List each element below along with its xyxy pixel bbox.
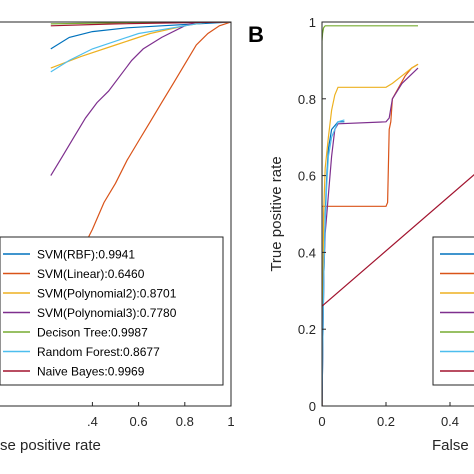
panel-b-x-ticks: 0 0.2 0.4 bbox=[318, 402, 459, 429]
panel-b-y-tick-label: 1 bbox=[309, 15, 316, 30]
panel-a-legend-label: SVM(Linear):0.6460 bbox=[37, 267, 145, 281]
panel-b-y-tick-label: 0.6 bbox=[298, 169, 316, 184]
panel-a-legend-label: Random Forest:0.8677 bbox=[37, 345, 160, 359]
panel-a-series-line-2 bbox=[50, 22, 231, 69]
panel-b-x-tick-label: 0.4 bbox=[441, 414, 459, 429]
panel-a-legend-box bbox=[0, 236, 224, 386]
panel-b-y-axis-label: True positive rate bbox=[268, 156, 285, 271]
panel-b-y-ticks: 0 0.2 0.4 0.6 0.8 1 bbox=[298, 15, 326, 414]
panel-a-legend-label: Decison Tree:0.9987 bbox=[37, 326, 148, 340]
panel-b-legend bbox=[432, 236, 474, 386]
panel-a-legend-label: SVM(RBF):0.9941 bbox=[37, 248, 135, 262]
panel-a-legend-label: SVM(Polynomial3):0.7780 bbox=[37, 306, 177, 320]
panel-a-series-line-6 bbox=[50, 22, 231, 27]
panel-b-series-lines bbox=[322, 25, 474, 406]
panel-b-x-axis-label: False bbox=[432, 437, 469, 454]
panel-b-x-tick-label: 0 bbox=[318, 414, 325, 429]
panel-a-legend-entries: SVM(RBF):0.9941 SVM(Linear):0.6460 SVM(Pol… bbox=[3, 248, 177, 379]
panel-a-x-tick-label: 1 bbox=[227, 414, 234, 429]
panel-a-axes-frame bbox=[0, 21, 232, 407]
panel-b-y-tick-label: 0 bbox=[309, 399, 316, 414]
panel-b-series-line-5 bbox=[322, 119, 345, 406]
panel-a-series-line-5 bbox=[50, 22, 231, 73]
panel-b-letter: B bbox=[248, 22, 264, 47]
panel-b-y-tick-label: 0.2 bbox=[298, 322, 316, 337]
panel-b-axes-frame bbox=[321, 21, 474, 407]
panel-a-x-tick-label: .4 bbox=[87, 414, 98, 429]
panel-b-series-line-1 bbox=[322, 63, 419, 406]
panel-a-legend: SVM(RBF):0.9941 SVM(Linear):0.6460 SVM(Pol… bbox=[0, 236, 224, 386]
panel-b-legend-box bbox=[432, 236, 474, 386]
panel-a-series-line-0 bbox=[50, 22, 231, 50]
panel-a-legend-label: SVM(Polynomial2):0.8701 bbox=[37, 287, 177, 301]
panel-a-x-ticks: .4 0.6 0.8 1 bbox=[87, 402, 235, 429]
panel-a-x-tick-label: 0.6 bbox=[130, 414, 148, 429]
panel-b-legend-entries bbox=[440, 253, 474, 372]
panel-b-x-tick-label: 0.2 bbox=[377, 414, 395, 429]
panel-a: .4 0.6 0.8 1 se positive rate SVM(RBF):0.99… bbox=[0, 21, 235, 454]
panel-a-legend-label: Naive Bayes:0.9969 bbox=[37, 365, 145, 379]
panel-b-y-tick-label: 0.4 bbox=[298, 245, 316, 260]
panel-b-series-line-4 bbox=[322, 25, 418, 406]
panel-a-x-tick-label: 0.8 bbox=[176, 414, 194, 429]
panel-b-series-line-6 bbox=[322, 174, 474, 406]
panel-b-series-line-3 bbox=[322, 67, 419, 406]
panel-b: B 0 0.2 0.4 0.6 0.8 1 0 0.2 0.4 True positive r… bbox=[248, 15, 474, 454]
panel-a-series-line-3 bbox=[50, 22, 231, 176]
panel-a-x-axis-label: se positive rate bbox=[0, 437, 101, 454]
panel-b-y-tick-label: 0.8 bbox=[298, 92, 316, 107]
